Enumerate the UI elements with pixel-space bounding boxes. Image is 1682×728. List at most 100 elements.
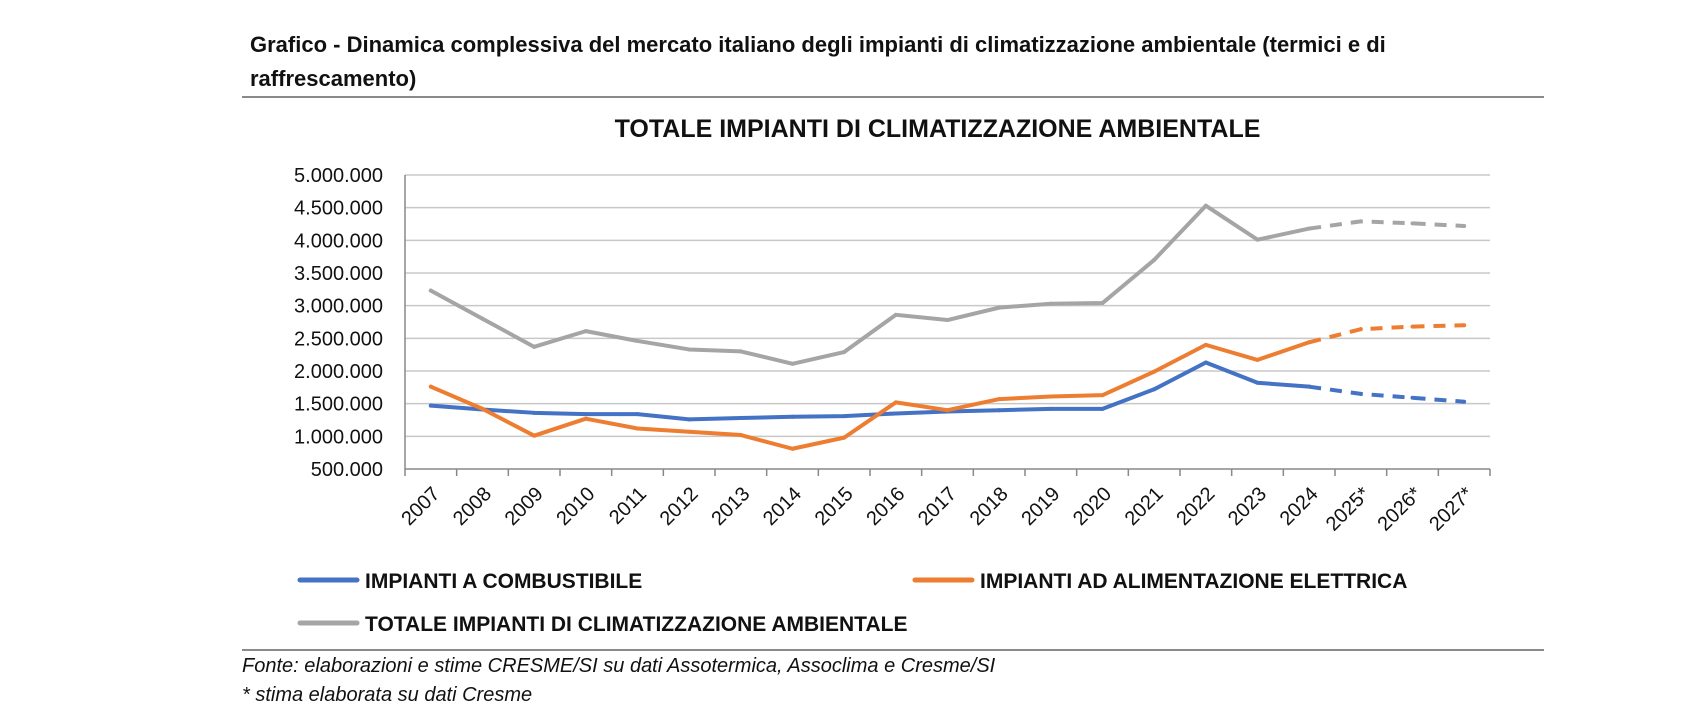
data-point xyxy=(635,426,640,431)
data-point xyxy=(1152,257,1157,262)
data-point xyxy=(893,411,898,416)
data-point xyxy=(1410,221,1415,226)
series-line-estimate-2 xyxy=(1308,323,1465,345)
x-tick-label: 2022 xyxy=(1172,483,1219,530)
data-point xyxy=(1358,327,1363,332)
data-point xyxy=(1100,393,1105,398)
x-tick-label: 2008 xyxy=(449,483,496,530)
data-point xyxy=(1307,226,1312,231)
chart-title: TOTALE IMPIANTI DI CLIMATIZZAZIONE AMBIE… xyxy=(615,115,1261,143)
x-tick-label: 2009 xyxy=(501,483,548,530)
data-point xyxy=(842,435,847,440)
series-line-3 xyxy=(428,203,1312,366)
y-tick-label: 500.000 xyxy=(311,459,383,481)
x-tick-label: 2025* xyxy=(1322,483,1375,536)
y-tick-label: 2.500.000 xyxy=(294,328,383,350)
x-tick-label: 2016 xyxy=(862,483,909,530)
data-point xyxy=(790,361,795,366)
data-point xyxy=(1152,387,1157,392)
x-tick-label: 2007 xyxy=(397,483,444,530)
data-point xyxy=(1462,223,1467,228)
bottom-divider xyxy=(242,649,1544,651)
y-tick-label: 5.000.000 xyxy=(294,165,383,187)
source-text: Fonte: elaborazioni e stime CRESME/SI su… xyxy=(242,655,996,677)
x-tick-label: 2012 xyxy=(656,483,703,530)
x-tick-label: 2018 xyxy=(966,483,1013,530)
legend-label: TOTALE IMPIANTI DI CLIMATIZZAZIONE AMBIE… xyxy=(365,613,907,636)
y-tick-label: 4.000.000 xyxy=(294,230,383,252)
series-line-estimate-1 xyxy=(1308,384,1465,404)
data-point xyxy=(1462,399,1467,404)
data-point xyxy=(1100,301,1105,306)
series-line-2 xyxy=(428,340,1312,451)
data-point xyxy=(687,429,692,434)
data-point xyxy=(893,312,898,317)
data-point xyxy=(1100,406,1105,411)
legend-label: IMPIANTI A COMBUSTIBILE xyxy=(365,570,642,593)
source-notes: Fonte: elaborazioni e stime CRESME/SI su… xyxy=(242,652,995,710)
top-divider xyxy=(242,96,1544,98)
data-point xyxy=(1203,342,1208,347)
data-point xyxy=(687,347,692,352)
data-point xyxy=(1410,395,1415,400)
x-tick-label: 2011 xyxy=(605,483,651,529)
data-point xyxy=(1358,219,1363,224)
y-tick-label: 1.500.000 xyxy=(294,394,383,416)
data-point xyxy=(635,338,640,343)
data-point xyxy=(1203,360,1208,365)
data-point xyxy=(790,446,795,451)
series-line-estimate-3 xyxy=(1308,219,1465,231)
x-tick-label: 2021 xyxy=(1121,483,1168,530)
data-point xyxy=(480,406,485,411)
series-line-1 xyxy=(428,360,1312,422)
data-point xyxy=(583,329,588,334)
data-point xyxy=(1255,380,1260,385)
data-point xyxy=(790,414,795,419)
data-point xyxy=(1358,391,1363,396)
data-point xyxy=(945,318,950,323)
data-point xyxy=(1255,357,1260,362)
figure-title: Grafico - Dinamica complessiva del merca… xyxy=(250,32,1386,91)
data-point xyxy=(1152,369,1157,374)
data-point xyxy=(997,408,1002,413)
data-point xyxy=(532,433,537,438)
x-tick-label: 2017 xyxy=(914,483,961,530)
data-point xyxy=(480,316,485,321)
data-point xyxy=(1410,324,1415,329)
data-point xyxy=(1048,406,1053,411)
data-point xyxy=(738,433,743,438)
x-tick-label: 2019 xyxy=(1017,483,1064,530)
data-point xyxy=(1255,237,1260,242)
x-tick-label: 2023 xyxy=(1224,483,1271,530)
estimate-note: * stima elaborata su dati Cresme xyxy=(242,684,533,706)
data-point xyxy=(945,408,950,413)
data-point xyxy=(997,397,1002,402)
legend-label: IMPIANTI AD ALIMENTAZIONE ELETTRICA xyxy=(980,570,1407,593)
y-tick-label: 4.500.000 xyxy=(294,198,383,220)
data-point xyxy=(583,416,588,421)
data-point xyxy=(428,384,433,389)
data-point xyxy=(738,416,743,421)
x-tick-label: 2024 xyxy=(1276,483,1323,530)
x-tick-label: 2013 xyxy=(707,483,754,530)
x-tick-label: 2026* xyxy=(1374,483,1427,536)
x-tick-label: 2010 xyxy=(552,483,599,530)
data-point xyxy=(738,349,743,354)
x-tick-label: 2014 xyxy=(759,483,806,530)
x-tick-label: 2020 xyxy=(1069,483,1116,530)
data-point xyxy=(428,288,433,293)
data-point xyxy=(997,305,1002,310)
data-point xyxy=(532,344,537,349)
data-point xyxy=(1048,394,1053,399)
data-point xyxy=(532,410,537,415)
data-point xyxy=(1307,340,1312,345)
y-tick-label: 3.000.000 xyxy=(294,296,383,318)
data-point xyxy=(893,400,898,405)
x-tick-label: 2027* xyxy=(1425,483,1478,536)
figure-header: Grafico - Dinamica complessiva del merca… xyxy=(250,28,1540,96)
y-tick-label: 2.000.000 xyxy=(294,361,383,383)
data-point xyxy=(842,350,847,355)
data-point xyxy=(1462,323,1467,328)
data-point xyxy=(1203,203,1208,208)
